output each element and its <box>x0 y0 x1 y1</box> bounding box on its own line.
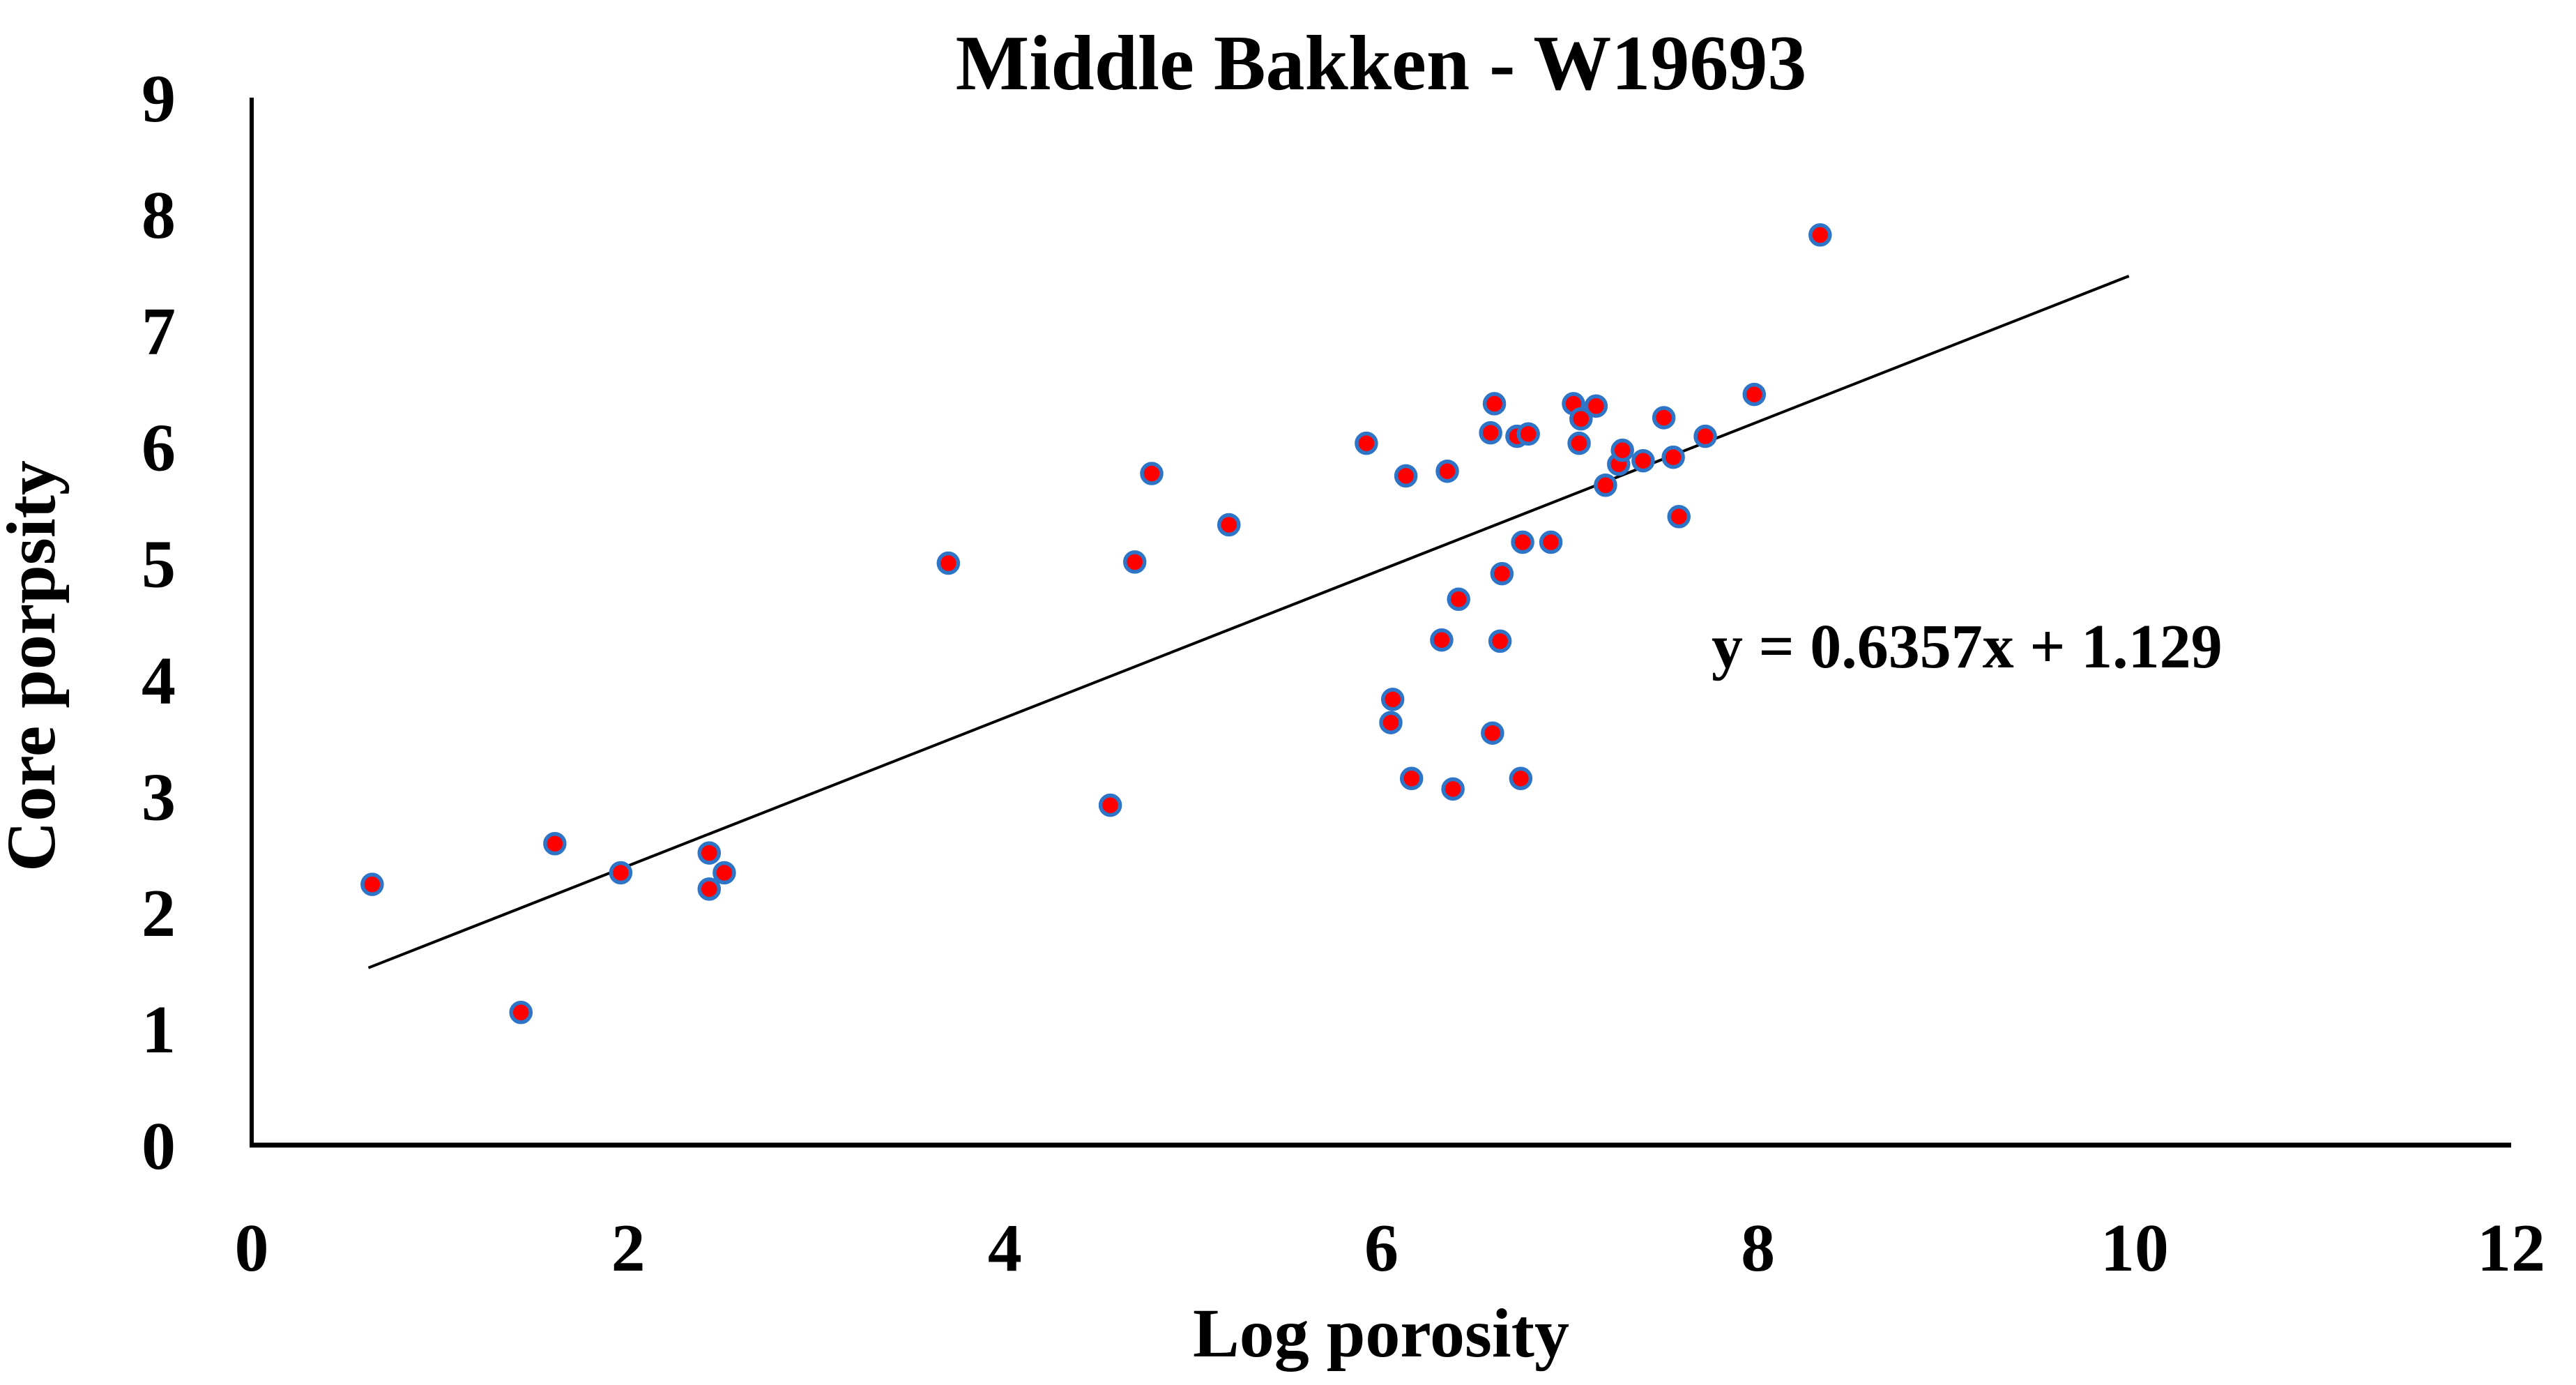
scatter-point <box>1661 445 1685 469</box>
scatter-point <box>1516 422 1540 446</box>
scatter-point <box>1667 505 1691 529</box>
scatter-point <box>1482 392 1507 416</box>
x-tick-label: 2 <box>611 1211 646 1286</box>
scatter-point <box>697 877 722 901</box>
x-tick-label: 0 <box>235 1211 269 1286</box>
scatter-point <box>1567 431 1591 455</box>
scatter-point <box>1539 530 1563 554</box>
scatter-point <box>1435 459 1459 483</box>
scatter-point <box>1355 431 1378 455</box>
y-tick-label: 4 <box>142 643 176 718</box>
y-tick-label: 3 <box>142 759 176 835</box>
scatter-point <box>1394 464 1418 488</box>
trendline <box>367 274 2130 969</box>
y-tick-label: 2 <box>142 876 176 951</box>
y-tick-label: 9 <box>142 61 176 137</box>
chart-title: Middle Bakken - W19693 <box>956 20 1807 107</box>
scatter-point <box>1140 462 1164 485</box>
scatter-point <box>1380 688 1405 711</box>
y-tick-label: 1 <box>142 992 176 1068</box>
scatter-point <box>1509 766 1533 791</box>
x-axis-title: Log porosity <box>1193 1294 1569 1372</box>
scatter-point <box>936 551 961 575</box>
scatter-point <box>1652 406 1676 430</box>
x-tick-label: 4 <box>988 1211 1022 1286</box>
x-tick-label: 6 <box>1364 1211 1398 1286</box>
scatter-point <box>1490 561 1514 586</box>
y-tick-label: 6 <box>142 411 176 486</box>
scatter-point <box>1584 394 1608 418</box>
scatter-point <box>543 832 567 856</box>
scatter-point <box>1217 513 1241 537</box>
y-tick-label: 0 <box>142 1109 176 1184</box>
scatter-point <box>1430 628 1454 652</box>
scatter-point <box>1098 793 1122 817</box>
scatter-point <box>509 1000 533 1024</box>
scatter-point <box>1808 223 1832 247</box>
scatter-point <box>1122 550 1147 574</box>
y-axis-title: Core porpsity <box>0 460 70 872</box>
scatter-point <box>1479 421 1502 445</box>
axes <box>250 98 2511 1148</box>
x-tick-label: 8 <box>1741 1211 1775 1286</box>
scatter-point <box>360 872 384 896</box>
scatter-point <box>1693 424 1717 448</box>
scatter-point <box>1610 438 1634 462</box>
scatter-point <box>1488 629 1512 653</box>
scatter-point <box>1594 473 1617 497</box>
x-tick-label: 12 <box>2477 1211 2545 1286</box>
scatter-point <box>1447 587 1470 612</box>
scatter-points <box>360 223 1832 1024</box>
scatter-point <box>1399 766 1424 791</box>
scatter-point <box>1441 777 1465 801</box>
y-tick-label: 8 <box>142 178 176 253</box>
scatter-point <box>697 841 722 865</box>
scatter-point <box>1481 721 1504 745</box>
scatter-point <box>1742 382 1767 407</box>
scatter-point <box>609 861 633 885</box>
y-tick-label: 7 <box>142 294 176 370</box>
y-tick-label: 5 <box>142 527 176 603</box>
scatter-point <box>1569 407 1593 431</box>
x-tick-label: 10 <box>2101 1211 2169 1286</box>
scatter-point <box>712 861 736 885</box>
trendline-line <box>367 274 2130 969</box>
scatter-point <box>1631 448 1655 473</box>
scatter-point <box>1511 530 1534 554</box>
trendline-equation-label: y = 0.6357x + 1.129 <box>1712 612 2223 681</box>
scatter-point <box>1379 711 1403 734</box>
